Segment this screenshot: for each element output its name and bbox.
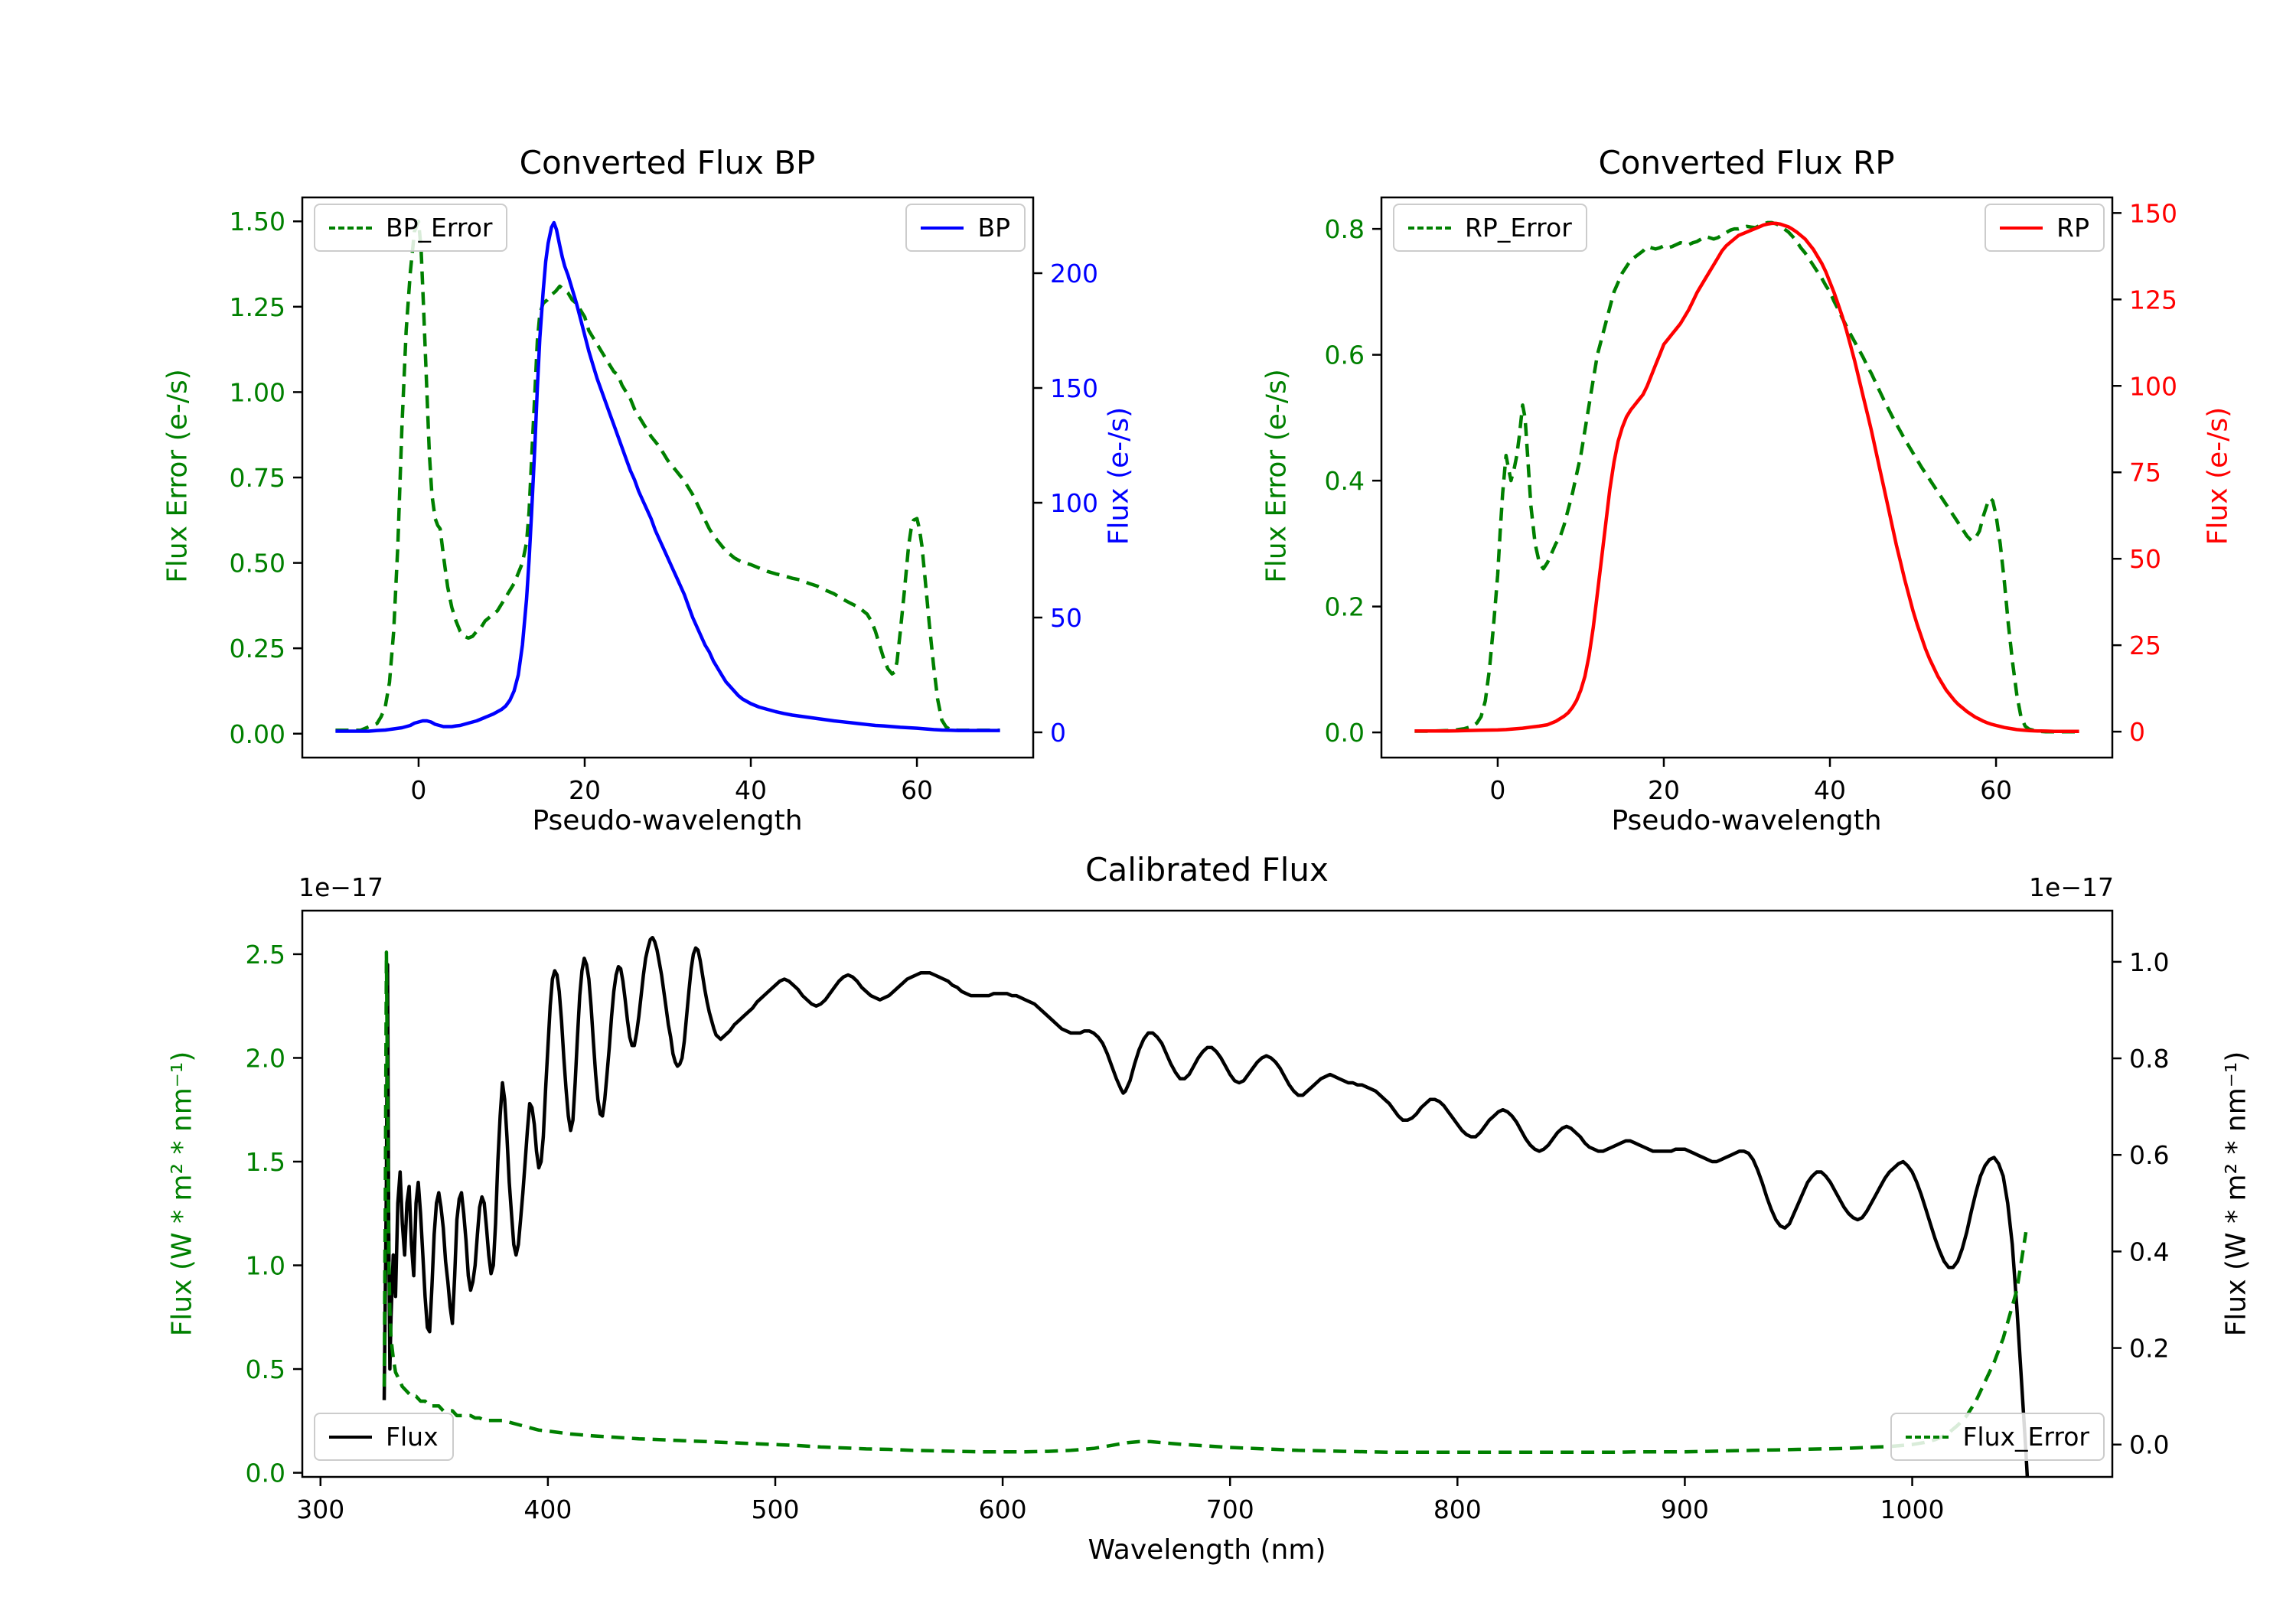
tick-label: 0.2 [2129,1334,2169,1364]
tick-label: 40 [1814,775,1846,805]
xlabel-bp: Pseudo-wavelength [532,805,803,836]
tick-label: 0.4 [2129,1237,2169,1266]
ylabel-rp-right: Flux (e-/s) [2202,406,2234,546]
tick-label: 600 [979,1495,1027,1524]
tick-label: 400 [523,1495,572,1524]
axes-frame-bp [301,196,1035,759]
axes-frame-flux [301,909,2114,1478]
ylabel-bp-right: Flux (e-/s) [1103,406,1135,546]
legend-label: Flux_Error [1962,1422,2089,1452]
xlabel-flux: Wavelength (nm) [1088,1534,1326,1566]
tick-label: 60 [901,775,933,805]
tick-label: 0.0 [1325,718,1365,748]
tick-label: 900 [1661,1495,1709,1524]
tick-label: 0 [1489,775,1505,805]
tick-label: 20 [1648,775,1680,805]
offset-text-right: 1e−17 [2029,872,2114,902]
tick-label: 1.5 [246,1147,285,1177]
tick-label: 0 [1050,718,1066,748]
tick-label: 0.25 [230,634,285,663]
tick-label: 1.00 [230,377,285,407]
legend-line-sample [1906,1435,1949,1439]
chart-flux: 300 400 500 600 700 800 900 1000 0.0 0.5 1.0 1.5 2.0… [246,909,2169,1524]
tick-label: 1.50 [230,207,285,236]
xlabel-rp: Pseudo-wavelength [1611,805,1882,836]
chart-rp: 0 20 40 60 0.0 0.2 0.4 0.6 0.8 0 25 50 75 100 125 150 [1325,196,2177,805]
tick-label: 100 [2129,371,2177,401]
tick-label: 0.75 [230,463,285,493]
legend-label: Flux [386,1422,439,1452]
tick-label: 75 [2129,458,2161,487]
series-RP_Error [1414,220,2079,734]
legend-bp: BP [905,204,1026,252]
tick-label: 0.4 [1325,466,1365,496]
series-RP [1414,221,2079,733]
tick-label: 60 [1980,775,2012,805]
tick-label: 2.0 [246,1043,285,1073]
tick-label: 50 [1050,603,1082,633]
axes-frame-rp [1380,196,2114,759]
tick-label: 0.0 [2129,1430,2169,1460]
ylabel-flux-right: Flux (W * m² * nm⁻¹) [2220,1051,2252,1337]
tick-label: 25 [2129,631,2161,660]
tick-label: 800 [1433,1495,1482,1524]
tick-label: 50 [2129,544,2161,574]
tick-label: 300 [296,1495,344,1524]
tick-label: 200 [1050,259,1098,288]
tick-label: 0.6 [1325,341,1365,370]
series-Flux [382,935,2030,1477]
tick-label: 0 [410,775,426,805]
tick-label: 150 [1050,373,1098,403]
legend-label: RP_Error [1465,213,1572,243]
legend-bp-error: BP_Error [314,204,508,252]
tick-label: 40 [735,775,767,805]
legend-line-sample [1408,226,1451,230]
tick-label: 0.6 [2129,1140,2169,1170]
tick-label: 2.5 [246,940,285,970]
legend-line-sample [921,226,964,230]
series-BP_Error [335,219,1000,732]
legend-label: RP [2056,213,2089,243]
tick-label: 100 [1050,488,1098,518]
legend-line-sample [2000,226,2043,230]
tick-label: 0.8 [1325,214,1365,244]
chart-bp: 0 20 40 60 0.00 0.25 0.50 0.75 1.00 1.25 1.50 0 50 10… [230,196,1098,805]
tick-label: 0.00 [230,719,285,749]
legend-label: BP [977,213,1010,243]
tick-label: 700 [1206,1495,1254,1524]
tick-label: 1000 [1880,1495,1945,1524]
chart-title-rp: Converted Flux RP [1598,144,1895,181]
tick-label: 150 [2129,198,2177,228]
series-Flux_Error [382,950,2028,1455]
tick-label: 500 [751,1495,799,1524]
legend-flux-error: Flux_Error [1890,1413,2105,1461]
ylabel-rp-left: Flux Error (e-/s) [1261,369,1293,583]
legend-line-sample [329,1435,372,1439]
offset-text-left: 1e−17 [298,872,383,902]
tick-label: 20 [569,775,601,805]
tick-label: 1.0 [246,1251,285,1281]
tick-label: 1.0 [2129,947,2169,977]
tick-label: 0.2 [1325,592,1365,622]
chart-title-flux: Calibrated Flux [1085,851,1329,888]
chart-title-bp: Converted Flux BP [519,144,816,181]
legend-rp: RP [1985,204,2105,252]
legend-line-sample [329,226,372,230]
ylabel-flux-left: Flux (W * m² * nm⁻¹) [166,1051,198,1337]
legend-rp-error: RP_Error [1393,204,1587,252]
tick-label: 0.0 [246,1459,285,1488]
legend-label: BP_Error [386,213,493,243]
tick-label: 0.50 [230,549,285,579]
ylabel-bp-left: Flux Error (e-/s) [161,369,194,583]
tick-label: 125 [2129,285,2177,315]
tick-label: 1.25 [230,292,285,322]
tick-label: 0.5 [246,1354,285,1384]
legend-flux: Flux [314,1413,454,1461]
tick-label: 0 [2129,717,2145,747]
series-BP [335,220,1000,733]
tick-label: 0.8 [2129,1044,2169,1074]
